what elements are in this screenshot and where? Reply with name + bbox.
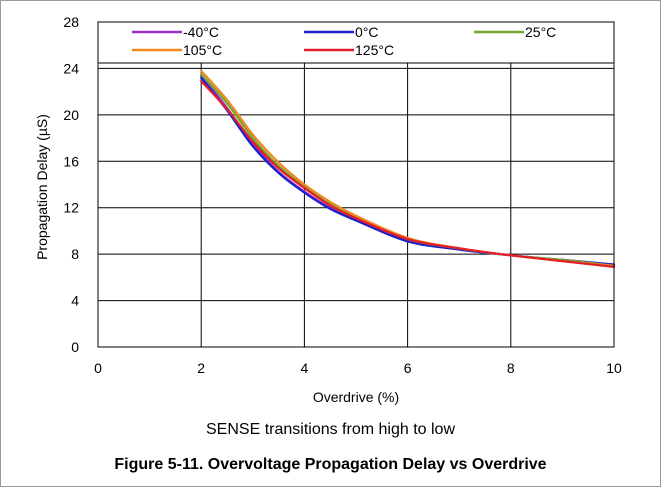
- grid: [97, 21, 615, 348]
- y-tick-label: 20: [63, 107, 79, 123]
- legend-label: -40°C: [183, 24, 219, 40]
- x-tick-label: 6: [404, 360, 412, 376]
- y-tick-label: 16: [63, 153, 79, 169]
- x-tick-label: 10: [606, 360, 622, 376]
- x-tick-label: 2: [197, 360, 205, 376]
- x-tick-label: 4: [301, 360, 309, 376]
- x-tick-label: 0: [94, 360, 102, 376]
- y-tick-label: 8: [71, 246, 79, 262]
- y-tick-label: 28: [63, 14, 79, 30]
- legend-label: 0°C: [355, 24, 379, 40]
- legend: -40°C 0°C 25°C 105°C 125°C: [97, 21, 615, 64]
- series-line: [200, 80, 616, 268]
- y-tick-label: 0: [71, 339, 79, 355]
- x-axis-label: Overdrive (%): [313, 389, 399, 405]
- series-lines: [200, 69, 616, 268]
- y-axis-label: Propagation Delay (µS): [34, 114, 50, 260]
- figure-caption: Figure 5-11. Overvoltage Propagation Del…: [114, 456, 547, 473]
- y-tick-label: 24: [63, 60, 79, 76]
- legend-box: [97, 21, 615, 64]
- y-tick-label: 12: [63, 200, 79, 216]
- plot-area: [98, 22, 614, 347]
- legend-label: 25°C: [525, 24, 556, 40]
- y-tick-label: 4: [71, 293, 79, 309]
- legend-label: 105°C: [183, 42, 222, 58]
- legend-label: 125°C: [355, 42, 394, 58]
- x-tick-label: 8: [507, 360, 515, 376]
- chart-subtitle: SENSE transitions from high to low: [206, 421, 455, 438]
